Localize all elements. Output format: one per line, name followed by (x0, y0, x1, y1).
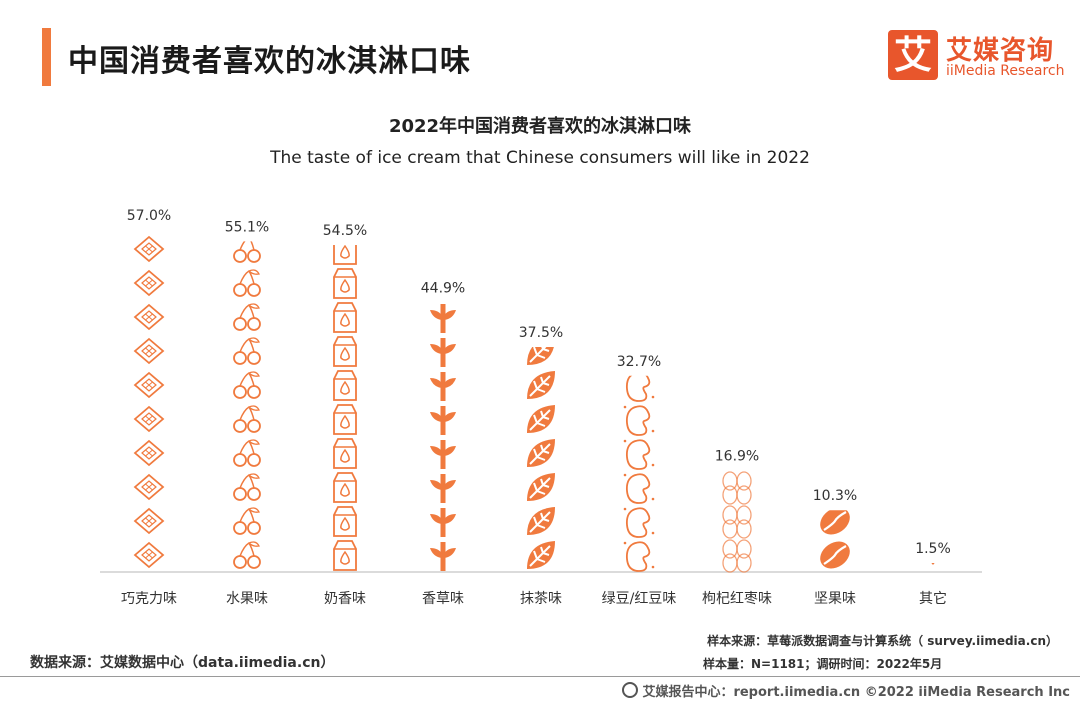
category-label: 奶香味 (324, 591, 366, 607)
data-source: 数据来源：艾媒数据中心（data.iimedia.cn） (30, 655, 335, 671)
footer: 艾媒报告中心：report.iimedia.cn ©2022 iiMedia R… (622, 681, 1070, 700)
iimedia-logo: 艾 艾媒咨询 iiMedia Research (888, 30, 1068, 82)
bar-matcha-leaf-icon (527, 347, 555, 569)
bar-cherry-icon (233, 241, 261, 569)
value-label: 1.5% (915, 541, 951, 557)
category-label: 枸杞红枣味 (702, 591, 772, 607)
bar-bean-icon (623, 375, 655, 572)
bar-vanilla-sprout-icon (430, 304, 456, 571)
category-label: 坚果味 (814, 591, 856, 607)
title-accent-bar (42, 28, 51, 86)
category-label: 其它 (919, 590, 947, 607)
logo-text-cn: 艾媒咨询 (946, 36, 1055, 66)
logo-text-en: iiMedia Research (946, 63, 1065, 79)
category-label: 水果味 (226, 591, 268, 607)
logo-mark: 艾 (888, 30, 938, 80)
value-label: 10.3% (813, 488, 857, 504)
chart-title: 2022年中国消费者喜欢的冰淇淋口味 (388, 116, 692, 137)
category-label: 绿豆/红豆味 (602, 591, 677, 607)
bar-date-icon (722, 471, 752, 573)
value-label: 57.0% (127, 208, 171, 224)
page-title: 中国消费者喜欢的冰淇淋口味 (68, 44, 471, 79)
globe-icon (622, 682, 639, 698)
category-label: 抹茶味 (520, 591, 562, 607)
bar-chocolate-icon (133, 235, 165, 569)
category-label: 巧克力味 (121, 591, 177, 607)
bar-nut-icon (820, 510, 850, 569)
value-label: 55.1% (225, 219, 269, 235)
chart-subtitle: The taste of ice cream that Chinese cons… (270, 148, 810, 168)
value-label: 16.9% (715, 449, 759, 465)
sample-source: 样本来源：草莓派数据调查与计算系统（ survey.iimedia.cn） (707, 634, 1058, 648)
footer-divider (0, 676, 1080, 677)
value-label: 32.7% (617, 354, 661, 370)
value-label: 44.9% (421, 281, 465, 297)
sample-info: 样本量：N=1181；调研时间：2022年5月 (703, 657, 943, 671)
value-label: 37.5% (519, 325, 563, 341)
category-label: 香草味 (422, 591, 464, 607)
value-label: 54.5% (323, 223, 367, 239)
bar-milk-carton-icon (333, 245, 357, 571)
footer-text: 艾媒报告中心：report.iimedia.cn ©2022 iiMedia R… (642, 685, 1070, 700)
pictograph-chart: 57.0% 巧克力味 55.1% 水果味 54.5% 奶香味 44.9% 香草味 37.5% 抹茶… (100, 208, 982, 607)
